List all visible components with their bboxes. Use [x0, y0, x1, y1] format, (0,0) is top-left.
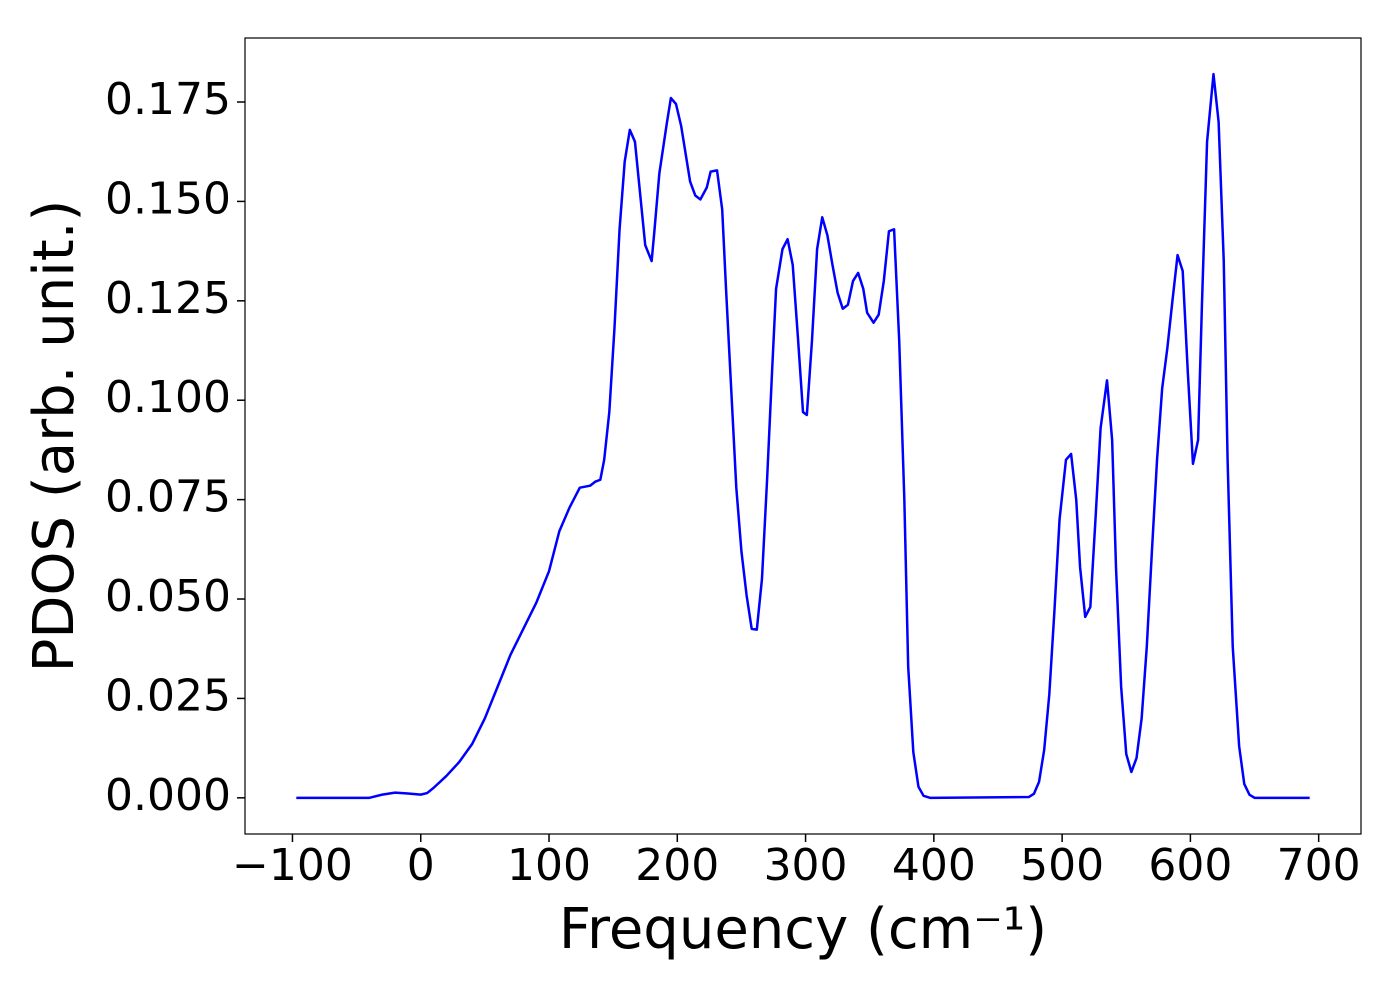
x-tick-label: 0 — [407, 840, 435, 891]
y-axis-label: PDOS (arb. unit.) — [22, 200, 87, 673]
x-tick-label: 200 — [635, 840, 719, 891]
x-tick-label: 400 — [892, 840, 976, 891]
x-tick-label: 100 — [507, 840, 591, 891]
x-tick-label: 300 — [764, 840, 848, 891]
y-tick-label: 0.125 — [105, 273, 231, 324]
x-axis-label: Frequency (cm⁻¹) — [559, 897, 1047, 962]
y-tick-label: 0.050 — [105, 571, 231, 622]
data-line — [296, 72, 1310, 800]
y-tick-label: 0.150 — [105, 173, 231, 224]
plot-frame — [244, 37, 1362, 835]
y-tick-label: 0.000 — [105, 770, 231, 821]
y-tick-label: 0.175 — [105, 74, 231, 125]
x-tick-label: 600 — [1148, 840, 1232, 891]
x-tick-label: 700 — [1277, 840, 1361, 891]
y-tick-label: 0.025 — [105, 670, 231, 721]
x-tick-label: 500 — [1020, 840, 1104, 891]
y-tick-label: 0.100 — [105, 372, 231, 423]
x-tick-label: −100 — [232, 840, 353, 891]
y-tick-label: 0.075 — [105, 472, 231, 523]
